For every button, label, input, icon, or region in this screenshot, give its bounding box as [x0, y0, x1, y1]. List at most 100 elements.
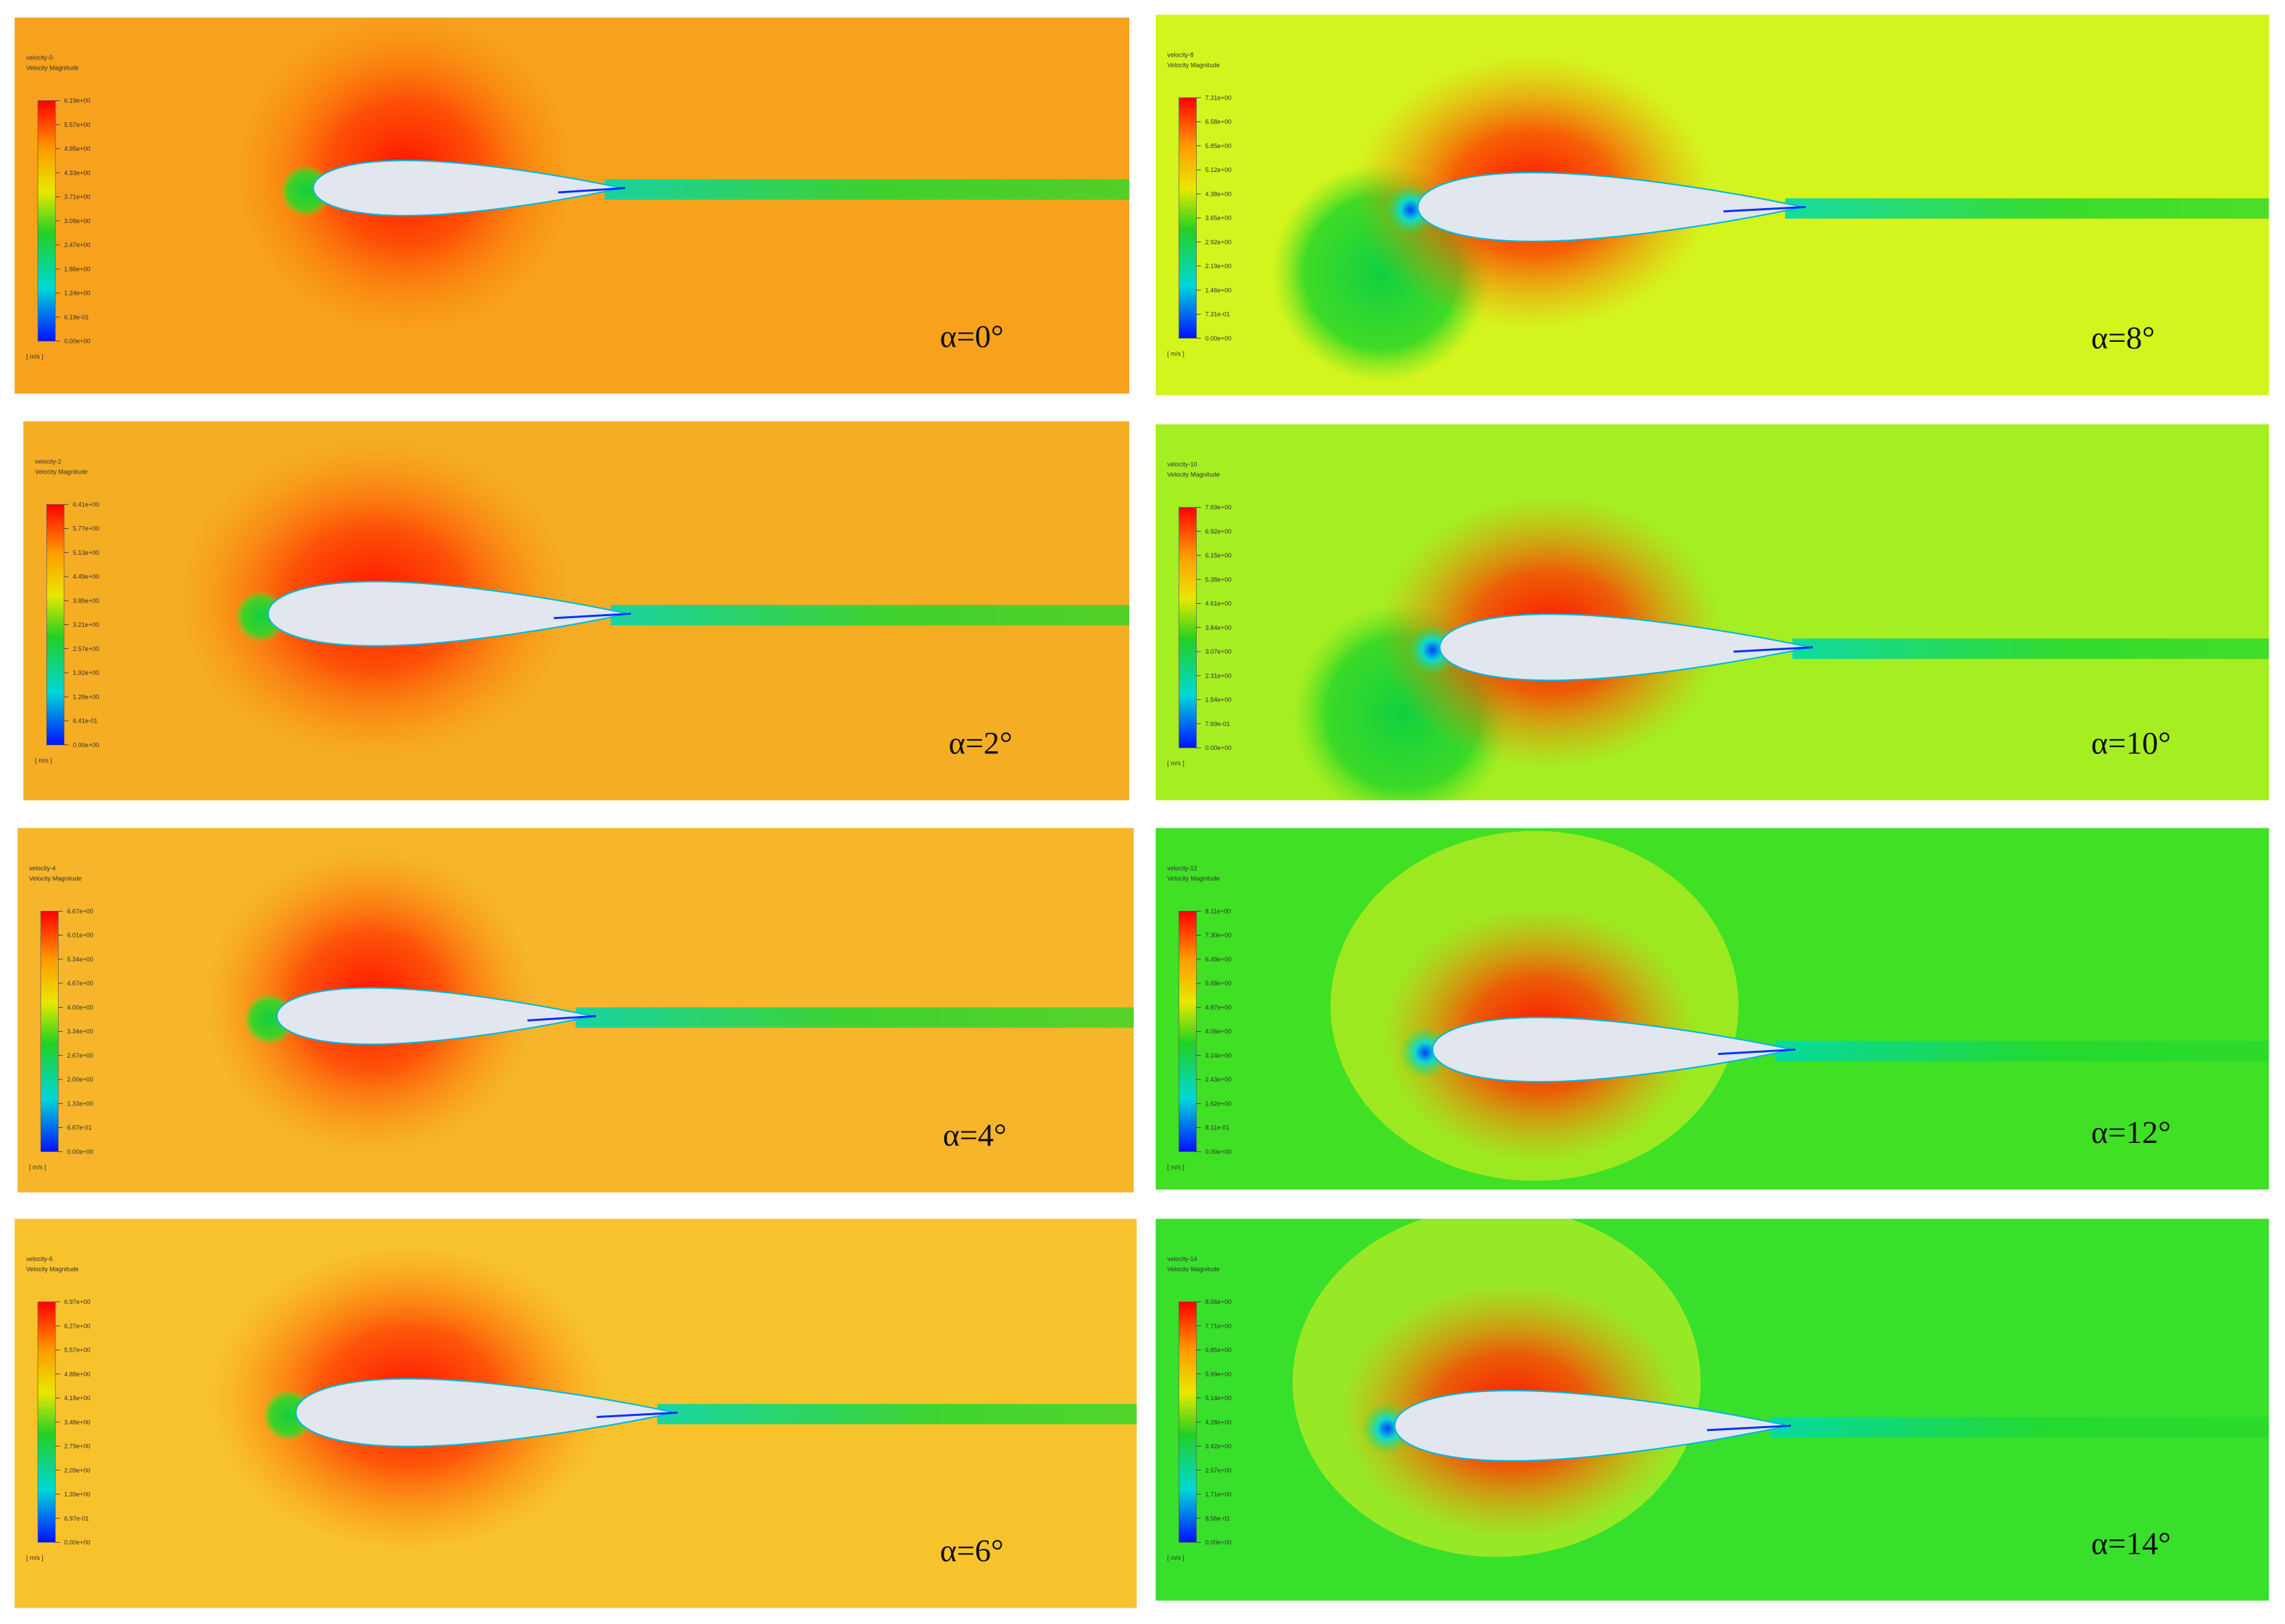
color-bar-label: 5.34e+00: [67, 956, 93, 963]
legend-subtitle: Velocity Magnitude: [1167, 472, 1220, 478]
legend-subtitle: Velocity Magnitude: [26, 1266, 78, 1273]
legend-subtitle: Velocity Magnitude: [1167, 875, 1220, 882]
color-bar-label: 1.71e+00: [1205, 1491, 1232, 1498]
color-bar-label: 1.92e+00: [73, 669, 100, 676]
color-bar-label: 5.57e+00: [64, 121, 91, 128]
color-bar-label: 7.71e+00: [1205, 1322, 1232, 1329]
color-bar-label: 7.30e+00: [1205, 932, 1232, 939]
color-bar-label: 3.71e+00: [64, 194, 91, 201]
color-bar-label: 4.18e+00: [64, 1395, 91, 1402]
unit-label: [ m/s ]: [29, 1163, 46, 1170]
color-bar-label: 6.41e+00: [73, 501, 100, 508]
unit-label: [ m/s ]: [35, 757, 52, 764]
panel-background: [14, 17, 1130, 394]
trailing-edge: [1718, 1048, 1796, 1056]
color-bar-label: 0.00e+00: [1205, 1539, 1232, 1546]
unit-label: [ m/s ]: [1167, 1554, 1184, 1561]
color-bar: [1178, 507, 1197, 749]
trailing-edge: [557, 187, 626, 194]
angle-label: α=4°: [943, 1118, 1006, 1153]
legend-title: velocity-4: [29, 865, 56, 871]
color-bar-label: 3.24e+00: [1205, 1052, 1232, 1059]
legend-title: velocity-8: [1167, 51, 1194, 58]
color-bar-label: 0.00e+00: [64, 338, 91, 345]
legend-subtitle: Velocity Magnitude: [35, 468, 87, 475]
unit-label: [ m/s ]: [26, 353, 43, 360]
color-bar-label: 6.58e+00: [1205, 119, 1232, 126]
color-bar-label: 5.77e+00: [73, 525, 100, 532]
wake: [1785, 198, 2269, 219]
color-bar-label: 3.34e+00: [67, 1028, 93, 1035]
unit-label: [ m/s ]: [26, 1554, 43, 1561]
color-bar: [1178, 97, 1197, 338]
color-bar: [46, 504, 65, 746]
contour-panel: velocity-12 Velocity Magnitude 8.11e+00 7.3…: [1155, 828, 2269, 1190]
angle-label: α=6°: [940, 1533, 1004, 1569]
color-bar-label: 6.92e+00: [1205, 528, 1232, 535]
angle-label: α=2°: [948, 726, 1012, 762]
color-bar-label: 6.19e+00: [64, 98, 91, 104]
angle-label: α=10°: [2091, 726, 2171, 762]
contour-panel: velocity-0 Velocity Magnitude 6.19e+00 5.57…: [14, 17, 1130, 394]
color-bar-label: 2.09e+00: [64, 1467, 91, 1474]
wake: [610, 605, 1130, 626]
wake: [575, 1007, 1134, 1028]
unit-label: [ m/s ]: [1167, 350, 1184, 357]
unit-label: [ m/s ]: [1167, 1163, 1184, 1170]
contour-panel: velocity-10 Velocity Magnitude 7.69e+00 6.9…: [1155, 424, 2269, 800]
color-bar-label: 0.00e+00: [67, 1148, 93, 1155]
contour-panel: velocity-2 Velocity Magnitude 6.41e+00 5.77…: [23, 421, 1130, 800]
wake: [605, 179, 1130, 200]
color-bar-label: 6.97e-01: [64, 1515, 89, 1522]
trailing-edge: [1733, 646, 1814, 653]
color-bar-label: 5.57e+00: [64, 1347, 91, 1354]
color-bar-label: 7.31e-01: [1205, 311, 1229, 318]
color-bar-label: 4.33e+00: [64, 169, 91, 176]
legend-title: velocity-12: [1167, 865, 1197, 871]
color-bar-label: 2.47e+00: [64, 242, 91, 248]
legend-subtitle: Velocity Magnitude: [26, 65, 78, 72]
color-bar-label: 4.67e+00: [67, 980, 93, 987]
color-bar-label: 2.92e+00: [1205, 239, 1232, 246]
trailing-edge: [553, 612, 631, 620]
color-bar: [40, 910, 59, 1152]
legend-title: velocity-14: [1167, 1256, 1197, 1262]
color-bar-label: 8.56e+00: [1205, 1299, 1232, 1305]
angle-label: α=8°: [2091, 321, 2155, 356]
color-bar-label: 7.69e+00: [1205, 504, 1232, 511]
color-bar-label: 1.62e+00: [1205, 1100, 1232, 1107]
color-bar: [38, 100, 56, 342]
legend-subtitle: Velocity Magnitude: [1167, 61, 1220, 68]
color-bar-label: 4.87e+00: [1205, 1004, 1232, 1011]
color-bar-label: 3.21e+00: [73, 622, 100, 628]
trailing-edge: [1723, 205, 1806, 213]
color-bar-label: 1.24e+00: [64, 290, 91, 297]
color-bar-label: 0.00e+00: [64, 1539, 91, 1546]
color-bar-label: 2.00e+00: [67, 1076, 93, 1083]
color-bar-label: 8.11e-01: [1205, 1125, 1229, 1131]
unit-label: [ m/s ]: [1167, 760, 1184, 767]
color-bar-label: 2.57e+00: [73, 646, 100, 652]
wake: [1775, 1041, 2269, 1062]
trailing-edge: [596, 1411, 678, 1419]
color-bar-label: 3.48e+00: [64, 1419, 91, 1425]
legend-title: velocity-0: [26, 55, 53, 61]
trailing-edge: [1706, 1424, 1792, 1432]
color-bar-label: 3.84e+00: [1205, 624, 1232, 631]
legend-subtitle: Velocity Magnitude: [1167, 1266, 1220, 1273]
trailing-edge: [527, 1015, 596, 1022]
color-bar-label: 6.27e+00: [64, 1322, 91, 1329]
legend-title: velocity-10: [1167, 461, 1197, 468]
color-bar-label: 8.11e+00: [1205, 908, 1231, 914]
color-bar-label: 6.19e-01: [64, 314, 89, 321]
color-bar-label: 0.00e+00: [73, 742, 100, 749]
color-bar-label: 1.86e+00: [64, 265, 91, 272]
color-bar-label: 2.67e+00: [67, 1052, 93, 1059]
color-bar-label: 1.39e+00: [64, 1491, 91, 1498]
angle-label: α=0°: [940, 319, 1004, 354]
color-bar: [1178, 1301, 1197, 1543]
color-bar-label: 0.00e+00: [1205, 1148, 1232, 1155]
color-bar-label: 6.97e+00: [64, 1299, 91, 1305]
